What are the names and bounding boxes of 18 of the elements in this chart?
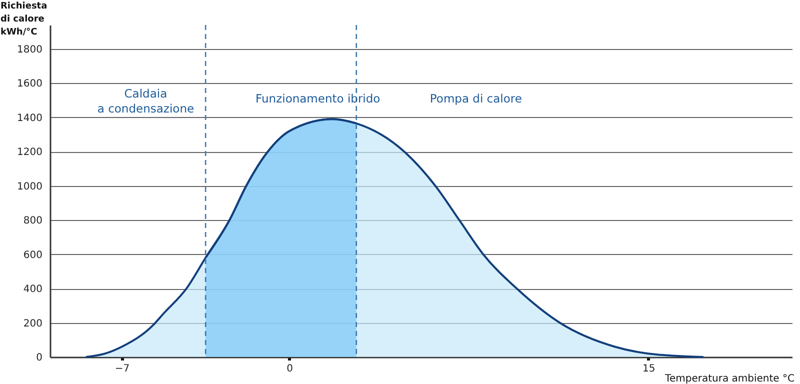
- y-tick-label: 1200: [17, 147, 42, 158]
- y-tick-label: 200: [23, 318, 42, 330]
- x-tick-label: 0: [286, 364, 294, 374]
- y-tick-label: 1800: [17, 44, 42, 56]
- y-tick-label: 400: [23, 284, 42, 296]
- x-axis-title: Temperatura ambiente °C: [664, 374, 795, 384]
- y-tick-label: 600: [23, 250, 42, 261]
- y-tick-label: 800: [23, 216, 42, 227]
- y-tick-label: 1000: [17, 181, 42, 192]
- annotation: Funzionamento ibrido: [256, 92, 380, 106]
- y-tick-label: 0: [36, 352, 42, 364]
- x-tick-label: 15: [642, 364, 656, 374]
- y-tick-label: 1400: [17, 112, 42, 124]
- annotation: Pompa di calore: [430, 92, 522, 106]
- x-tick-label: −7: [114, 364, 130, 374]
- y-tick-label: 1600: [17, 78, 42, 90]
- annotation: Caldaia a condensazione: [97, 86, 194, 116]
- y-axis-title: Richiesta di calore kWh/°C: [0, 2, 48, 38]
